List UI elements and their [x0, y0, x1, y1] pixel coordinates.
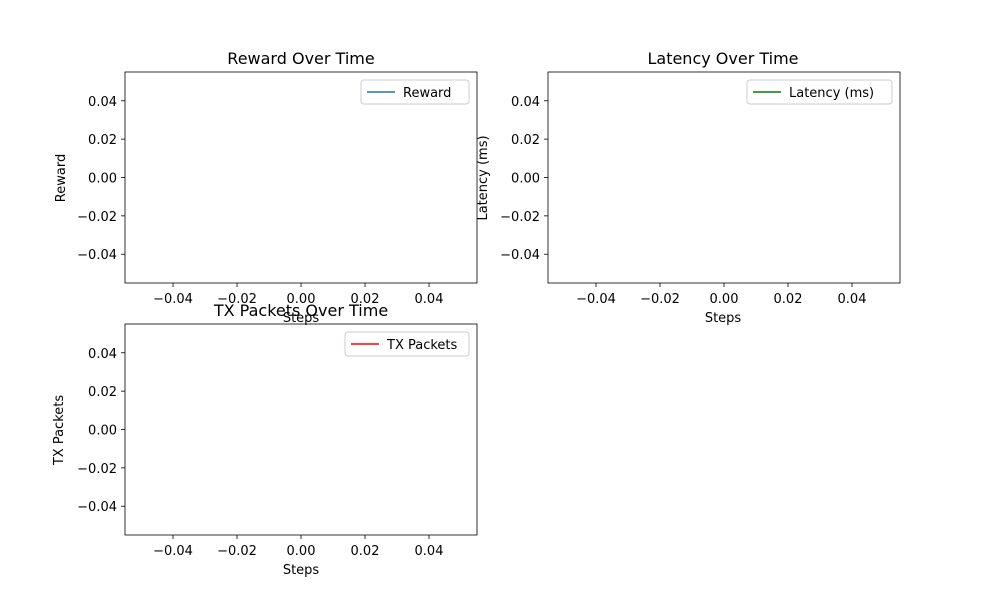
x-tick-label: 0.04 — [415, 292, 444, 307]
legend: Reward — [360, 79, 470, 105]
x-tick-label: −0.02 — [217, 292, 257, 307]
legend-box — [360, 79, 470, 105]
x-tick-label: 0.00 — [710, 292, 739, 307]
y-tick-label: 0.02 — [88, 385, 117, 400]
subplot-latency: Latency Over Time −0.04 −0.02 0.00 0.02 0.04… — [476, 49, 901, 326]
subplot-title: Latency Over Time — [647, 49, 798, 68]
legend: TX Packets — [344, 331, 470, 357]
x-tick-label: 0.04 — [838, 292, 867, 307]
legend-label: Latency (ms) — [789, 86, 874, 101]
y-axis-label: Latency (ms) — [476, 135, 491, 220]
legend-box — [344, 331, 470, 357]
x-tick-label: 0.00 — [287, 544, 316, 559]
y-tick-label: −0.02 — [77, 462, 117, 477]
legend-label: TX Packets — [386, 338, 458, 353]
y-tick-label: −0.02 — [500, 210, 540, 225]
y-tick-label: 0.00 — [511, 172, 540, 187]
legend: Latency (ms) — [746, 79, 893, 105]
subplot-title: TX Packets Over Time — [213, 301, 388, 320]
x-axis-label: Steps — [283, 563, 320, 578]
x-tick-label: 0.02 — [351, 544, 380, 559]
subplot-title: Reward Over Time — [227, 49, 374, 68]
plot-area: −0.04 −0.02 0.00 0.02 0.04 0.04 0.02 0.00 −0.02 −… — [77, 323, 478, 559]
y-tick-label: −0.02 — [77, 210, 117, 225]
y-axis-label: Reward — [54, 154, 69, 202]
subplot-reward: Reward Over Time −0.04 −0.02 0.00 0.02 0.04 0… — [54, 49, 478, 326]
y-tick-label: 0.04 — [88, 347, 117, 362]
y-tick-label: −0.04 — [77, 500, 117, 515]
x-tick-label: 0.02 — [774, 292, 803, 307]
x-axis-label: Steps — [705, 311, 742, 326]
x-tick-label: −0.04 — [153, 544, 193, 559]
y-tick-label: 0.00 — [88, 424, 117, 439]
subplot-tx-packets: TX Packets Over Time −0.04 −0.02 0.00 0.02 0… — [52, 301, 478, 578]
y-tick-label: −0.04 — [77, 248, 117, 263]
x-tick-label: 0.00 — [287, 292, 316, 307]
y-tick-label: 0.04 — [511, 95, 540, 110]
legend-box — [746, 79, 893, 105]
y-tick-label: 0.02 — [511, 133, 540, 148]
y-tick-label: 0.02 — [88, 133, 117, 148]
legend-label: Reward — [403, 86, 451, 101]
plot-area: −0.04 −0.02 0.00 0.02 0.04 0.04 0.02 0.00 −0.02 −… — [500, 71, 901, 307]
x-tick-label: −0.04 — [576, 292, 616, 307]
x-tick-label: 0.02 — [351, 292, 380, 307]
x-axis-label: Steps — [283, 311, 320, 326]
y-axis-label: TX Packets — [52, 395, 67, 467]
x-tick-label: −0.02 — [217, 544, 257, 559]
x-tick-label: 0.04 — [415, 544, 444, 559]
y-tick-label: 0.04 — [88, 95, 117, 110]
plot-area: −0.04 −0.02 0.00 0.02 0.04 0.04 0.02 0.00 −0.02 −… — [77, 71, 478, 307]
x-tick-label: −0.04 — [153, 292, 193, 307]
y-tick-label: 0.00 — [88, 172, 117, 187]
y-tick-label: −0.04 — [500, 248, 540, 263]
x-tick-label: −0.02 — [640, 292, 680, 307]
